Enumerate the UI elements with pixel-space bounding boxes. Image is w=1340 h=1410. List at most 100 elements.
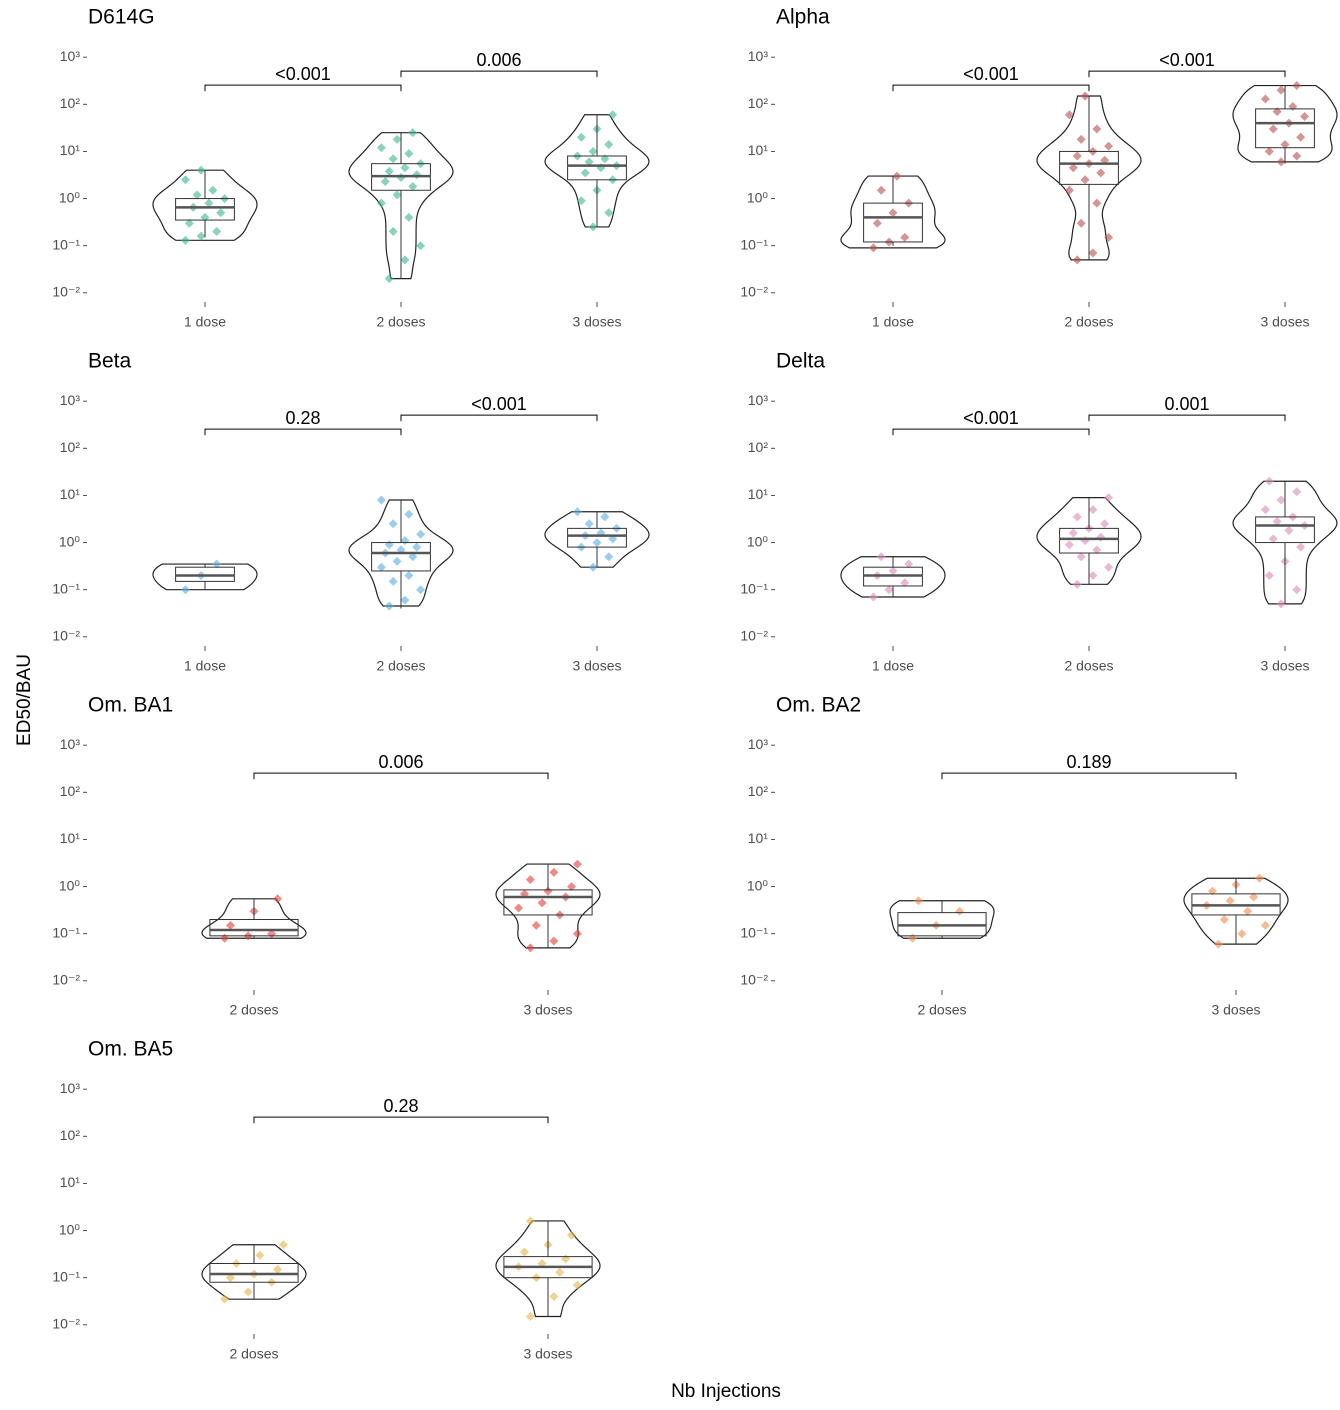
point bbox=[255, 1250, 265, 1260]
y-tick-label: 10⁻¹ bbox=[52, 924, 80, 940]
point bbox=[400, 255, 410, 265]
point bbox=[404, 212, 414, 222]
point bbox=[404, 149, 414, 159]
comparison-bracket bbox=[1088, 414, 1286, 422]
point bbox=[1088, 505, 1098, 515]
point bbox=[1072, 151, 1082, 161]
point bbox=[1104, 562, 1114, 572]
comparison-bracket bbox=[400, 70, 598, 78]
y-tick-label: 10² bbox=[60, 95, 81, 111]
y-axis-label: ED50/BAU bbox=[14, 654, 35, 746]
point bbox=[1088, 571, 1098, 581]
point bbox=[408, 552, 418, 562]
point bbox=[1260, 94, 1270, 104]
y-tick-label: 10⁻² bbox=[740, 628, 768, 644]
y-tick-label: 10¹ bbox=[748, 830, 769, 846]
point bbox=[567, 882, 577, 892]
point bbox=[273, 894, 283, 904]
y-tick-label: 10³ bbox=[60, 48, 81, 64]
point bbox=[1092, 198, 1102, 208]
point bbox=[1292, 81, 1302, 91]
box bbox=[567, 155, 627, 181]
y-tick-label: 10² bbox=[60, 783, 81, 799]
point bbox=[388, 154, 398, 164]
point bbox=[525, 1312, 535, 1322]
point bbox=[388, 576, 398, 586]
point bbox=[408, 182, 418, 192]
y-tick-label: 10³ bbox=[60, 392, 81, 408]
point bbox=[1264, 571, 1274, 581]
point bbox=[1268, 534, 1278, 544]
point bbox=[1276, 495, 1286, 505]
point bbox=[588, 222, 598, 232]
point bbox=[1076, 134, 1086, 144]
p-value: 0.28 bbox=[383, 1096, 418, 1116]
point bbox=[600, 512, 610, 522]
point bbox=[1213, 939, 1223, 949]
box bbox=[863, 202, 923, 243]
point bbox=[580, 168, 590, 178]
p-value: 0.28 bbox=[285, 408, 320, 428]
y-tick-label: 10⁻¹ bbox=[52, 1268, 80, 1284]
point bbox=[888, 566, 898, 576]
x-tick-label: 1 dose bbox=[872, 658, 914, 674]
p-value: <0.001 bbox=[1159, 50, 1215, 70]
x-tick-label: 3 doses bbox=[1260, 314, 1309, 330]
point bbox=[392, 190, 402, 200]
point bbox=[572, 1280, 582, 1290]
point bbox=[1080, 91, 1090, 101]
y-tick-label: 10⁰ bbox=[59, 189, 81, 205]
point bbox=[543, 886, 553, 896]
panel-title: Om. BA5 bbox=[88, 1038, 173, 1061]
point bbox=[955, 906, 965, 916]
comparison-bracket bbox=[1088, 70, 1286, 78]
point bbox=[1288, 101, 1298, 111]
panel-title: Om. BA2 bbox=[776, 694, 861, 717]
point bbox=[1268, 124, 1278, 134]
point bbox=[1249, 892, 1259, 902]
point bbox=[192, 190, 202, 200]
point bbox=[876, 185, 886, 195]
point bbox=[555, 1267, 565, 1277]
point bbox=[376, 143, 386, 153]
point bbox=[208, 185, 218, 195]
p-value: 0.006 bbox=[378, 752, 423, 772]
comparison-bracket bbox=[253, 1116, 549, 1124]
point bbox=[525, 943, 535, 953]
point bbox=[1243, 906, 1253, 916]
point bbox=[376, 198, 386, 208]
y-tick-label: 10⁰ bbox=[59, 877, 81, 893]
comparison-bracket bbox=[204, 428, 402, 436]
point bbox=[273, 1264, 283, 1274]
x-tick-label: 2 doses bbox=[1064, 658, 1113, 674]
violin bbox=[840, 556, 946, 598]
x-tick-label: 2 doses bbox=[1064, 314, 1113, 330]
point bbox=[1272, 516, 1282, 526]
point bbox=[184, 218, 194, 228]
y-tick-label: 10³ bbox=[748, 48, 769, 64]
box bbox=[1255, 108, 1315, 149]
point bbox=[196, 231, 206, 241]
x-tick-label: 3 doses bbox=[572, 658, 621, 674]
y-tick-label: 10¹ bbox=[60, 142, 81, 158]
x-axis-label: Nb Injections bbox=[671, 1381, 781, 1402]
x-tick-label: 1 dose bbox=[184, 314, 226, 330]
violin bbox=[1183, 877, 1289, 945]
point bbox=[1096, 532, 1106, 542]
panel-title: Beta bbox=[88, 350, 132, 373]
point bbox=[1260, 920, 1270, 930]
y-tick-label: 10⁻² bbox=[52, 284, 80, 300]
y-tick-label: 10⁻¹ bbox=[52, 236, 80, 252]
panel-title: Delta bbox=[776, 350, 825, 373]
panel-title: D614G bbox=[88, 6, 155, 29]
point bbox=[1072, 512, 1082, 522]
box bbox=[371, 542, 431, 572]
y-tick-label: 10² bbox=[748, 95, 769, 111]
point bbox=[388, 519, 398, 529]
y-tick-label: 10² bbox=[60, 439, 81, 455]
point bbox=[380, 177, 390, 187]
point bbox=[1264, 476, 1274, 486]
point bbox=[584, 157, 594, 167]
point bbox=[1096, 168, 1106, 178]
point bbox=[412, 170, 422, 180]
